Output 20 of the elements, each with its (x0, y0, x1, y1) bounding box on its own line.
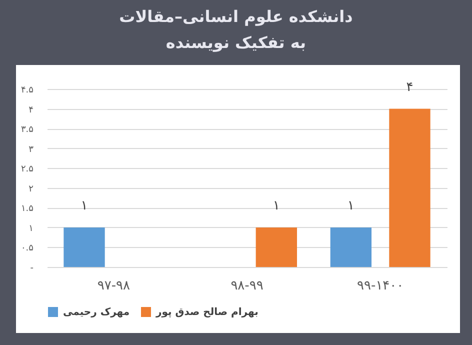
data-label: ۱ (272, 198, 280, 214)
legend-label: بهرام صالح صدق پور (155, 307, 258, 318)
y-tick-label: ۳ (28, 144, 34, 155)
x-tick-label: ۹۹-۱۴۰۰ (357, 278, 404, 294)
y-tick-label: ۰.۵ (20, 244, 34, 254)
data-label: ۱ (347, 198, 354, 214)
y-tick-label: ۲.۵ (20, 164, 34, 175)
y-tick-label: ۴.۵ (20, 86, 34, 96)
data-label: ۴ (406, 80, 414, 95)
y-tick-label: ۲ (28, 184, 34, 194)
y-tick-label: ۱ (28, 224, 34, 234)
data-label: ۱ (80, 198, 88, 214)
y-tick-label: - (30, 264, 34, 274)
legend-label: مهرک رحیمی (63, 307, 130, 318)
x-tick-label: ۹۸-۹۹ (230, 278, 264, 294)
x-tick-label: ۹۷-۹۸ (97, 278, 130, 294)
chart-title: دانشکده علوم انسانی–مقالات به تفکیک نویسنده (118, 6, 354, 54)
y-tick-label: ۳.۵ (20, 125, 34, 136)
y-tick-label: ۴ (28, 105, 34, 116)
y-tick-label: ۱.۵ (20, 204, 34, 214)
